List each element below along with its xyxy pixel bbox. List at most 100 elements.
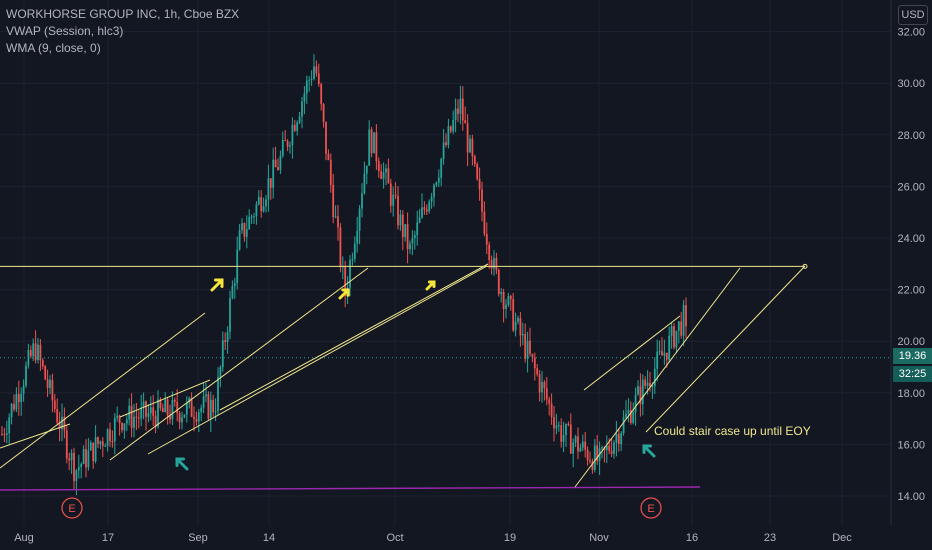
candle-body xyxy=(440,158,443,178)
candle-body xyxy=(101,441,104,446)
candle-body xyxy=(385,168,387,173)
candle-body xyxy=(365,165,368,174)
candle-body xyxy=(5,433,8,435)
candle-body xyxy=(49,379,51,388)
candle-body xyxy=(308,79,311,81)
candle-body xyxy=(329,159,332,185)
candle-body xyxy=(413,235,416,238)
candle-body xyxy=(137,417,140,419)
candle-body xyxy=(464,120,467,124)
candle-body xyxy=(356,230,359,244)
candle-body xyxy=(495,257,498,271)
support-line xyxy=(0,486,701,491)
candle-body xyxy=(142,401,145,408)
candle-body xyxy=(663,352,666,356)
candle-body xyxy=(562,435,565,442)
candle-body xyxy=(533,357,536,369)
candle-body xyxy=(286,140,289,147)
candle-body xyxy=(569,424,572,454)
candle-body xyxy=(53,400,56,410)
candle-body xyxy=(279,155,282,170)
candle-body xyxy=(502,292,505,309)
arrow-stroke xyxy=(338,288,350,300)
candle-body xyxy=(272,159,275,188)
candle-body xyxy=(231,285,234,299)
candle-body xyxy=(284,140,287,141)
candle-body xyxy=(298,116,301,123)
time-tick-label: 16 xyxy=(686,532,698,544)
candle-body xyxy=(469,138,471,153)
candle-body xyxy=(188,397,191,403)
candle-body xyxy=(634,394,637,413)
candle-body xyxy=(670,326,673,336)
candle-body xyxy=(682,305,685,336)
candle-body xyxy=(224,340,227,342)
candle-body xyxy=(344,266,347,296)
candle-body xyxy=(121,423,123,431)
candle-body xyxy=(267,178,270,200)
candle-body xyxy=(75,470,78,482)
vwap-indicator-label[interactable]: VWAP (Session, hlc3) xyxy=(6,24,124,38)
candle-body xyxy=(157,399,159,427)
candle-body xyxy=(322,104,325,122)
candle-body xyxy=(608,445,611,451)
candle-body xyxy=(399,214,402,226)
candle-body xyxy=(661,351,663,356)
candle-body xyxy=(190,397,193,417)
time-tick-label: Dec xyxy=(832,532,852,544)
candle-body xyxy=(169,415,171,420)
candle-body xyxy=(140,407,143,419)
candle-body xyxy=(625,413,627,418)
candle-body xyxy=(428,201,431,212)
candle-body xyxy=(301,101,303,117)
candle-body xyxy=(368,129,371,166)
wma-indicator-label[interactable]: WMA (9, close, 0) xyxy=(6,41,101,55)
candle-body xyxy=(425,209,428,212)
candle-body xyxy=(466,123,469,153)
price-tick-label: 16.00 xyxy=(897,439,925,451)
candle-body xyxy=(197,412,200,422)
candle-body xyxy=(181,417,183,423)
candle-body xyxy=(560,425,563,442)
candle-body xyxy=(605,445,608,450)
candle-body xyxy=(677,321,680,331)
candle-body xyxy=(152,407,155,416)
price-tick-label: 30.00 xyxy=(897,78,925,90)
trend-channel-line xyxy=(147,265,488,455)
candle-body xyxy=(109,429,111,442)
candle-body xyxy=(449,126,452,132)
time-axis: Aug 17 Sep 14 Oct 19 Nov 16 23 Dec xyxy=(14,532,852,544)
candle-body xyxy=(404,224,407,238)
candle-body xyxy=(461,98,464,121)
stair-case-note[interactable]: Could stair case up until EOY xyxy=(654,424,811,438)
candle-body xyxy=(173,399,176,402)
candle-body xyxy=(293,124,296,131)
candle-body xyxy=(229,298,231,332)
candle-body xyxy=(644,379,647,386)
green-arrow-icon xyxy=(642,444,656,458)
candle-body xyxy=(149,407,152,414)
candle-body xyxy=(202,396,205,408)
candle-body xyxy=(46,379,49,388)
candle-body xyxy=(248,217,251,230)
candle-body xyxy=(524,334,527,359)
time-tick-label: Sep xyxy=(188,532,208,544)
currency-button[interactable]: USD xyxy=(898,5,928,25)
candle-body xyxy=(130,405,133,428)
candle-body xyxy=(358,208,361,231)
candle-body xyxy=(327,153,330,160)
candle-body xyxy=(577,436,579,452)
symbol-title[interactable]: WORKHORSE GROUP INC, 1h, Cboe BZX xyxy=(6,7,240,21)
candle-body xyxy=(545,388,548,400)
candle-body xyxy=(389,183,392,206)
candle-body xyxy=(452,120,455,132)
earnings-marker-label: E xyxy=(68,503,75,515)
candle-body xyxy=(39,344,42,361)
candle-body xyxy=(118,415,121,424)
candle-body xyxy=(572,442,575,454)
candle-body xyxy=(632,412,635,423)
candle-body xyxy=(437,177,440,183)
candle-body xyxy=(536,368,539,375)
earnings-marker-label: E xyxy=(647,503,654,515)
